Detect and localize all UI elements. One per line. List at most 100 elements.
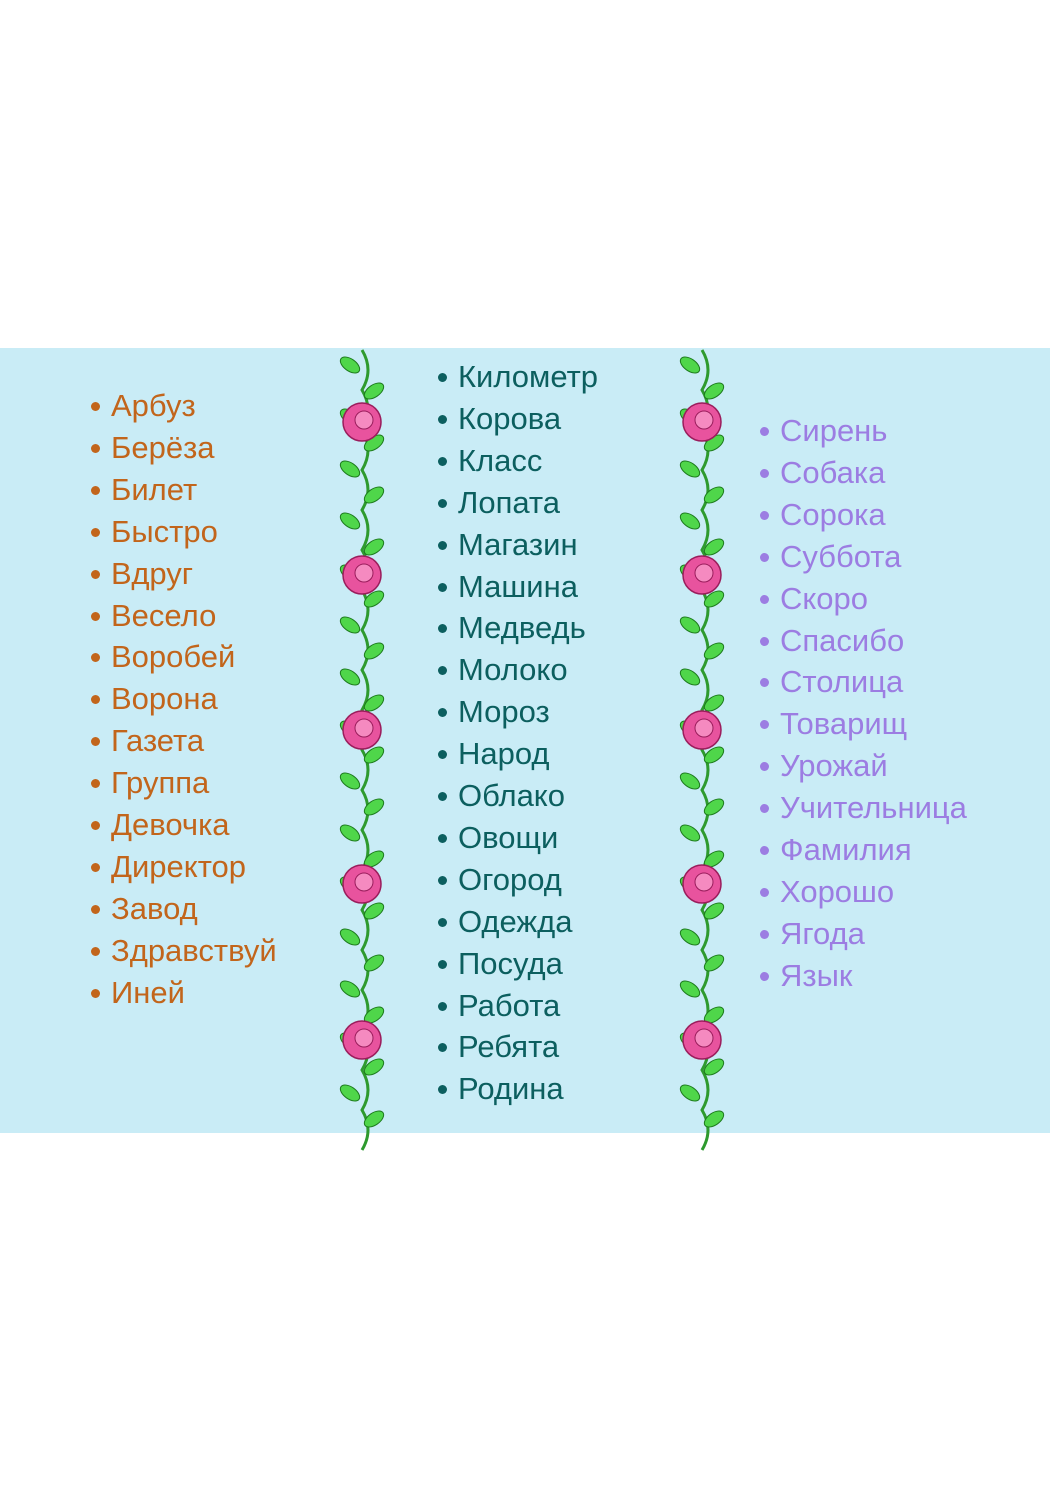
rose-center: [354, 872, 374, 892]
bullet: [438, 666, 447, 676]
rose-center: [354, 718, 374, 738]
leaf: [679, 772, 701, 790]
bullet: [91, 946, 100, 956]
leaf: [703, 1110, 725, 1128]
leaf: [339, 668, 361, 686]
word: Хорошо: [780, 873, 895, 909]
leaf: [339, 616, 361, 634]
leaf: [703, 1058, 725, 1076]
bullet: [91, 653, 100, 663]
word: Столица: [780, 664, 904, 700]
leaf: [339, 512, 361, 530]
bullet: [760, 678, 769, 688]
leaf: [363, 1058, 385, 1076]
bullet: [760, 929, 769, 939]
word: Машина: [458, 568, 578, 604]
leaf: [363, 642, 385, 660]
bullet: [438, 582, 447, 592]
word: Километр: [458, 359, 599, 394]
rose-center: [354, 1028, 374, 1048]
bullet: [760, 846, 769, 855]
word: Девочка: [111, 807, 230, 842]
bullet: [91, 862, 100, 872]
word: Директор: [111, 848, 247, 884]
bullet: [438, 750, 447, 760]
leaf: [363, 902, 385, 920]
leaf: [363, 382, 385, 400]
bullet: [438, 959, 447, 969]
bullet: [91, 611, 100, 621]
bullet: [438, 1001, 447, 1011]
bullet: [438, 414, 447, 424]
word: Фамилия: [780, 832, 912, 867]
word: Иней: [111, 974, 185, 1010]
bullet: [438, 792, 447, 801]
bullet: [91, 569, 100, 579]
word: Товарищ: [780, 706, 908, 742]
bullet: [760, 720, 769, 730]
word: Арбуз: [111, 388, 196, 423]
leaf: [679, 824, 701, 842]
leaf: [679, 460, 701, 478]
word: Скоро: [780, 580, 869, 616]
leaf: [363, 538, 385, 556]
leaf: [339, 356, 361, 374]
word: Посуда: [458, 945, 563, 981]
word: Медведь: [458, 610, 586, 646]
word: Овощи: [458, 819, 559, 855]
rose-center: [354, 410, 374, 430]
word: Собака: [780, 454, 886, 490]
word: Ребята: [458, 1029, 560, 1065]
rose-center: [694, 1028, 714, 1048]
bullet: [760, 594, 769, 604]
rose-center: [694, 410, 714, 430]
bullet: [760, 636, 769, 646]
bullet: [760, 804, 769, 814]
bullet: [91, 821, 100, 830]
leaf: [703, 798, 725, 816]
word: Молоко: [458, 652, 568, 688]
bullet: [91, 904, 100, 914]
bullet: [438, 917, 447, 927]
leaf: [339, 1084, 361, 1102]
leaf: [703, 642, 725, 660]
word: Сирень: [780, 413, 888, 448]
bullet: [438, 1085, 447, 1095]
bullet: [438, 708, 447, 718]
bullet: [760, 971, 769, 981]
leaf: [703, 746, 725, 764]
bullet: [438, 456, 447, 466]
bullet: [760, 552, 769, 562]
leaf: [679, 980, 701, 998]
word: Огород: [458, 861, 562, 897]
word: Одежда: [458, 903, 573, 939]
bullet: [438, 540, 447, 550]
leaf: [679, 616, 701, 634]
leaf: [703, 382, 725, 400]
bullet: [438, 875, 447, 885]
leaf: [703, 590, 725, 608]
word: Магазин: [458, 526, 578, 562]
word: Лопата: [458, 484, 561, 520]
word: Билет: [111, 471, 198, 507]
background-band: [0, 348, 1050, 1133]
leaf: [363, 590, 385, 608]
bullet: [438, 1043, 447, 1053]
rose-center: [694, 718, 714, 738]
bullet: [438, 624, 447, 634]
leaf: [363, 694, 385, 712]
rose-center: [354, 563, 374, 583]
word: Корова: [458, 400, 562, 436]
bullet: [438, 373, 447, 382]
word: Быстро: [111, 513, 218, 549]
bullet: [760, 510, 769, 520]
leaf: [339, 824, 361, 842]
leaf: [363, 746, 385, 764]
bullet: [760, 762, 769, 772]
word: Берёза: [111, 429, 215, 465]
word: Мороз: [458, 694, 550, 730]
word: Весело: [111, 597, 217, 633]
bullet: [760, 887, 769, 897]
